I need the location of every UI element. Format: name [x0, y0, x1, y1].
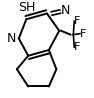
- Text: F: F: [74, 16, 80, 26]
- Text: F: F: [74, 42, 80, 52]
- Text: N: N: [61, 4, 70, 17]
- Text: F: F: [80, 29, 86, 39]
- Text: SH: SH: [18, 1, 35, 14]
- Text: N: N: [7, 32, 16, 45]
